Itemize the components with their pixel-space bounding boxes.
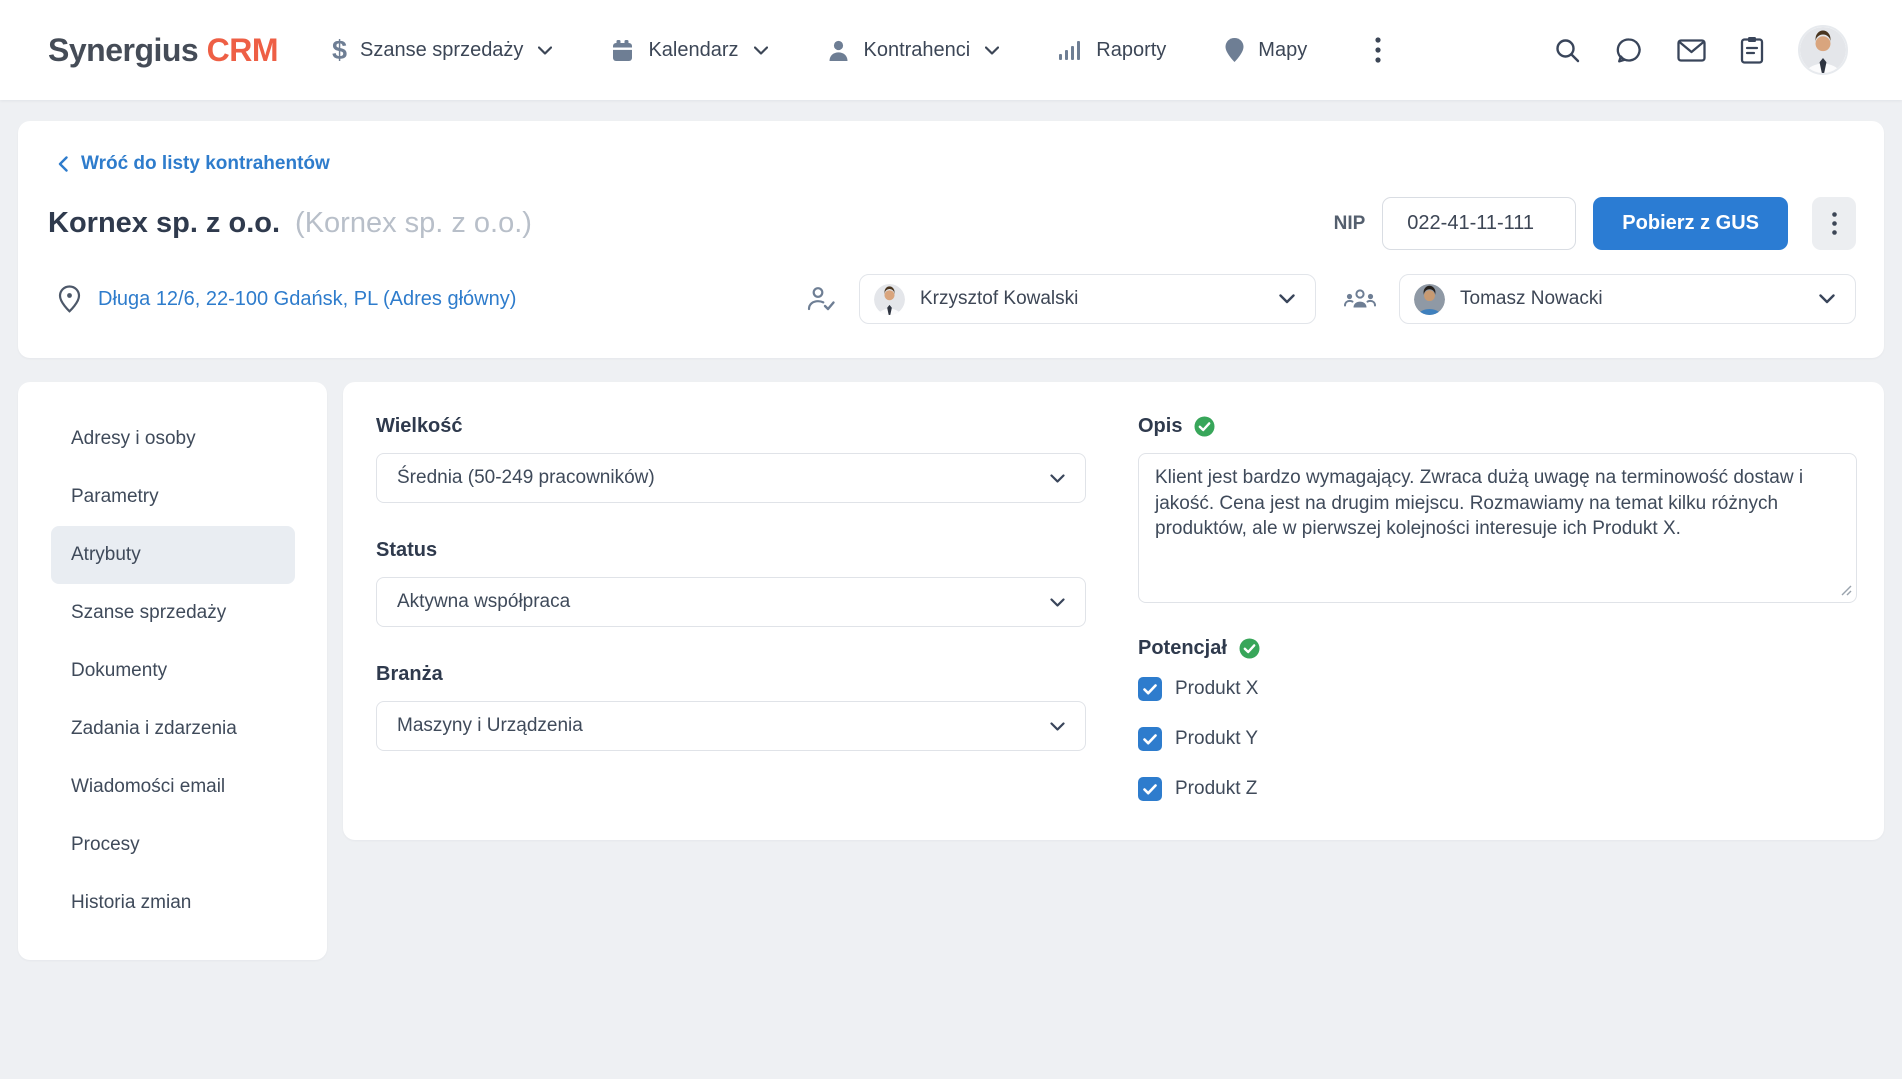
back-link-label: Wróć do listy kontrahentów — [81, 153, 330, 174]
calendar-icon — [613, 39, 633, 61]
top-navigation-bar: Synergius CRM $ Szanse sprzedaży Kalenda… — [0, 0, 1902, 100]
status-value: Aktywna współpraca — [397, 591, 571, 612]
chevron-down-icon — [1050, 473, 1065, 483]
nav-item-kontrahenci[interactable]: Kontrahenci — [826, 38, 1000, 63]
sidebar-item-zadania-i-zdarzenia[interactable]: Zadania i zdarzenia — [71, 718, 237, 739]
bar-chart-icon — [1059, 41, 1081, 60]
guardian-select[interactable]: Tomasz Nowacki — [1399, 274, 1856, 324]
size-label: Wielkość — [376, 415, 463, 437]
nav-item-kalendarz[interactable]: Kalendarz — [610, 38, 768, 63]
fetch-from-gus-button[interactable]: Pobierz z GUS — [1593, 197, 1788, 250]
topbar-actions — [1554, 25, 1848, 75]
size-value: Średnia (50-249 pracowników) — [397, 467, 655, 488]
status-select[interactable]: Aktywna współpraca — [376, 577, 1086, 627]
sidebar-item-szanse-sprzedazy[interactable]: Szanse sprzedaży — [71, 602, 227, 623]
main-address-label: Długa 12/6, 22-100 Gdańsk, PL (Adres głó… — [98, 287, 517, 310]
sidebar-item-procesy[interactable]: Procesy — [71, 834, 140, 855]
industry-value: Maszyny i Urządzenia — [397, 715, 583, 736]
clipboard-icon[interactable] — [1740, 36, 1764, 64]
kebab-menu-icon — [1831, 212, 1837, 235]
sidebar-item-historia-zmian[interactable]: Historia zmian — [71, 892, 192, 913]
sidebar-item-adresy-i-osoby[interactable]: Adresy i osoby — [71, 428, 196, 449]
main-address-link[interactable]: Długa 12/6, 22-100 Gdańsk, PL (Adres głó… — [58, 285, 516, 313]
nav-label: Raporty — [1096, 38, 1167, 61]
saved-check-icon — [1194, 416, 1215, 437]
user-avatar-image — [1800, 27, 1846, 73]
chevron-down-icon — [1050, 721, 1065, 731]
mail-icon[interactable] — [1677, 38, 1706, 62]
user-avatar[interactable] — [1798, 25, 1848, 75]
logo-primary: Synergius — [48, 31, 199, 68]
person-check-icon — [807, 287, 835, 311]
location-pin-icon — [58, 285, 81, 313]
sidebar-item-wiadomosci-email[interactable]: Wiadomości email — [71, 776, 226, 797]
checkbox-label: Produkt Z — [1175, 778, 1258, 799]
owner-select[interactable]: Krzysztof Kowalski — [859, 274, 1316, 324]
search-icon[interactable] — [1554, 37, 1581, 64]
status-label: Status — [376, 539, 438, 561]
checkbox-label: Produkt X — [1175, 678, 1259, 699]
app-logo[interactable]: Synergius CRM — [48, 32, 278, 69]
nav-label: Mapy — [1258, 38, 1308, 61]
guardian-group: Tomasz Nowacki — [1344, 274, 1856, 324]
chevron-down-icon — [1279, 294, 1295, 304]
logo-accent: CRM — [206, 31, 279, 68]
chevron-down-icon — [1050, 597, 1065, 607]
nav-label: Kontrahenci — [863, 38, 971, 61]
owner-group: Krzysztof Kowalski — [806, 274, 1316, 324]
nav-item-mapy[interactable]: Mapy — [1224, 37, 1307, 63]
checkbox-checked-icon[interactable] — [1138, 727, 1162, 751]
chevron-down-icon — [985, 45, 1000, 55]
checkbox-checked-icon[interactable] — [1138, 677, 1162, 701]
chevron-down-icon — [1819, 294, 1835, 304]
groups-icon — [1344, 289, 1376, 308]
description-textarea[interactable]: Klient jest bardzo wymagający. Zwraca du… — [1138, 453, 1857, 603]
nip-input[interactable] — [1382, 197, 1577, 250]
company-alias: (Kornex sp. z o.o.) — [295, 207, 532, 239]
nav-label: Kalendarz — [648, 38, 739, 61]
attributes-panel: Wielkość Średnia (50-249 pracowników) St… — [343, 382, 1884, 840]
checkbox-checked-icon[interactable] — [1138, 777, 1162, 801]
guardian-name: Tomasz Nowacki — [1460, 288, 1603, 309]
nav-item-szanse-sprzedazy[interactable]: $ Szanse sprzedaży — [331, 34, 553, 65]
sidebar-item-dokumenty[interactable]: Dokumenty — [71, 660, 168, 681]
chevron-down-icon — [753, 45, 768, 55]
back-link[interactable]: Wróć do listy kontrahentów — [58, 153, 330, 175]
nip-label: NIP — [1333, 212, 1366, 234]
checkbox-label: Produkt Y — [1175, 728, 1259, 749]
person-icon — [829, 40, 847, 61]
nip-group: NIP Pobierz z GUS — [1334, 197, 1856, 250]
company-more-button[interactable] — [1812, 197, 1856, 250]
dollar-icon: $ — [331, 34, 348, 65]
industry-label: Branża — [376, 663, 443, 685]
company-header-card: Wróć do listy kontrahentów Kornex sp. z … — [18, 121, 1884, 358]
checkbox-row-produkt-y[interactable]: Produkt Y — [1138, 724, 1857, 754]
nav-more-menu[interactable] — [1365, 31, 1391, 69]
guardian-avatar — [1414, 283, 1445, 315]
nav-label: Szanse sprzedaży — [360, 38, 524, 61]
description-label: Opis — [1138, 415, 1183, 437]
size-select[interactable]: Średnia (50-249 pracowników) — [376, 453, 1086, 503]
company-name: Kornex sp. z o.o. — [48, 207, 281, 239]
sidebar-item-atrybuty[interactable]: Atrybuty — [51, 526, 295, 584]
kebab-menu-icon — [1375, 37, 1381, 63]
main-nav: $ Szanse sprzedaży Kalendarz Kontrahenci… — [332, 31, 1391, 69]
map-pin-icon — [1225, 38, 1244, 62]
saved-check-icon — [1239, 638, 1260, 659]
checkbox-row-produkt-x[interactable]: Produkt X — [1138, 674, 1857, 704]
owner-avatar — [874, 283, 905, 315]
chevron-left-icon — [58, 156, 68, 172]
nav-item-raporty[interactable]: Raporty — [1057, 38, 1166, 62]
chat-icon[interactable] — [1615, 37, 1643, 64]
potential-label: Potencjał — [1138, 637, 1227, 659]
sidebar-item-parametry[interactable]: Parametry — [71, 486, 159, 507]
owner-name: Krzysztof Kowalski — [920, 288, 1079, 309]
checkbox-row-produkt-z[interactable]: Produkt Z — [1138, 774, 1857, 804]
industry-select[interactable]: Maszyny i Urządzenia — [376, 701, 1086, 751]
chevron-down-icon — [538, 45, 553, 55]
section-sidebar: Adresy i osoby Parametry Atrybuty Szanse… — [18, 382, 327, 960]
